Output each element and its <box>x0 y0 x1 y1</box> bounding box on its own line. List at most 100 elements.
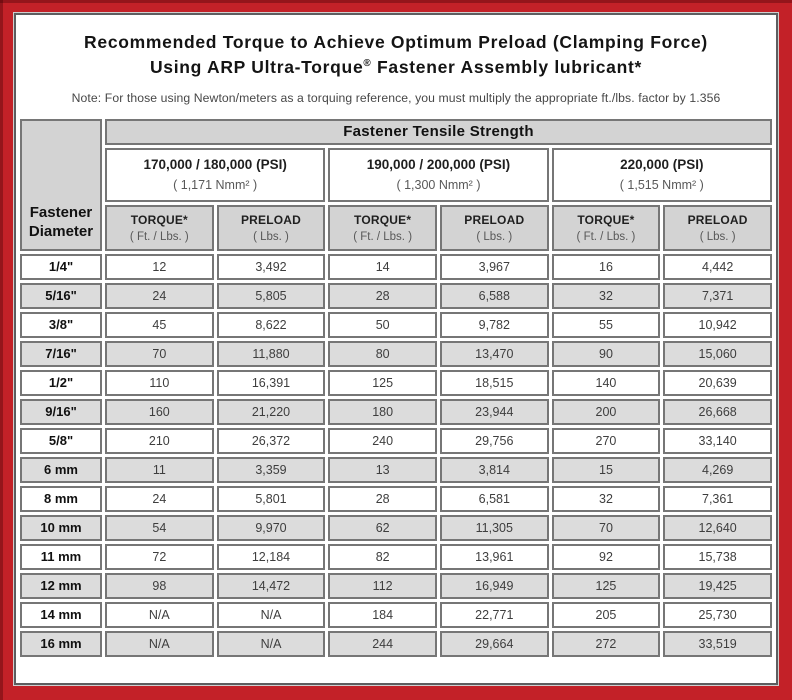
fastener-diameter-cell: 8 mm <box>20 485 102 512</box>
torque-value-cell: 205 <box>551 601 661 628</box>
preload-value-cell: 16,391 <box>216 369 326 396</box>
torque-value-cell: 72 <box>105 543 214 570</box>
torque-value-cell: 15 <box>551 456 661 483</box>
torque-value-cell: 82 <box>328 543 437 570</box>
torque-value-cell: 184 <box>328 601 437 628</box>
title-line-1: Recommended Torque to Achieve Optimum Pr… <box>84 32 708 52</box>
table-row: 6 mm 11 3,359 13 3,814 15 4,269 <box>20 456 772 483</box>
torque-value-cell: 240 <box>328 427 437 454</box>
fastener-diameter-cell: 14 mm <box>20 601 102 628</box>
psi-group-header-row: 170,000 / 180,000 (PSI) ( 1,171 Nmm² ) 1… <box>20 147 772 202</box>
conversion-note: Note: For those using Newton/meters as a… <box>71 90 721 105</box>
table-row: 10 mm 54 9,970 62 11,305 70 12,640 <box>20 514 772 541</box>
torque-value-cell: 70 <box>105 340 214 367</box>
preload-value-cell: 33,140 <box>663 427 772 454</box>
fastener-diameter-cell: 3/8" <box>20 311 102 338</box>
torque-value-cell: 80 <box>328 340 437 367</box>
preload-value-cell: 7,361 <box>663 485 772 512</box>
torque-value-cell: 200 <box>551 398 661 425</box>
preload-value-cell: 5,801 <box>216 485 326 512</box>
torque-value-cell: 11 <box>105 456 214 483</box>
torque-value-cell: 62 <box>328 514 437 541</box>
preload-value-cell: 10,942 <box>663 311 772 338</box>
fastener-diameter-cell: 1/4" <box>20 253 102 280</box>
preload-value-cell: 14,472 <box>216 572 326 599</box>
fastener-diameter-cell: 5/8" <box>20 427 102 454</box>
torque-value-cell: 32 <box>551 485 661 512</box>
torque-value-cell: 55 <box>551 311 661 338</box>
torque-value-cell: 12 <box>105 253 214 280</box>
title-line-2: Using ARP Ultra-Torque® Fastener Assembl… <box>149 57 643 78</box>
table-row: 1/4" 12 3,492 14 3,967 16 4,442 <box>20 253 772 280</box>
torque-value-cell: 112 <box>328 572 437 599</box>
fastener-diameter-cell: 16 mm <box>20 630 102 657</box>
preload-value-cell: 22,771 <box>439 601 549 628</box>
preload-value-cell: 19,425 <box>663 572 772 599</box>
preload-value-cell: 12,184 <box>216 543 326 570</box>
psi-group-220: 220,000 (PSI) ( 1,515 Nmm² ) <box>551 147 772 202</box>
table-row: 16 mm N/A N/A 244 29,664 272 33,519 <box>20 630 772 657</box>
torque-value-cell: 125 <box>551 572 661 599</box>
table-row: 7/16" 70 11,880 80 13,470 90 15,060 <box>20 340 772 367</box>
torque-value-cell: 54 <box>105 514 214 541</box>
tensile-strength-header: Fastener Tensile Strength <box>105 118 772 145</box>
preload-value-cell: 15,738 <box>663 543 772 570</box>
psi-group-190-200: 190,000 / 200,000 (PSI) ( 1,300 Nmm² ) <box>328 147 549 202</box>
torque-value-cell: 45 <box>105 311 214 338</box>
fastener-diameter-cell: 5/16" <box>20 282 102 309</box>
torque-subheader-1: TORQUE* ( Ft. / Lbs. ) <box>105 204 214 251</box>
preload-value-cell: 11,305 <box>439 514 549 541</box>
preload-value-cell: 3,492 <box>216 253 326 280</box>
preload-value-cell: 13,961 <box>439 543 549 570</box>
preload-value-cell: 4,442 <box>663 253 772 280</box>
preload-value-cell: 26,372 <box>216 427 326 454</box>
torque-preload-table: Fastener Diameter Fastener Tensile Stren… <box>17 116 775 660</box>
preload-value-cell: 12,640 <box>663 514 772 541</box>
preload-value-cell: 23,944 <box>439 398 549 425</box>
table-row: 3/8" 45 8,622 50 9,782 55 10,942 <box>20 311 772 338</box>
preload-value-cell: 3,967 <box>439 253 549 280</box>
registered-mark: ® <box>363 58 372 70</box>
preload-value-cell: 3,359 <box>216 456 326 483</box>
torque-value-cell: 98 <box>105 572 214 599</box>
table-row: 11 mm 72 12,184 82 13,961 92 15,738 <box>20 543 772 570</box>
torque-value-cell: N/A <box>105 630 214 657</box>
torque-value-cell: 140 <box>551 369 661 396</box>
torque-value-cell: 14 <box>328 253 437 280</box>
preload-value-cell: 5,805 <box>216 282 326 309</box>
torque-table-body: 1/4" 12 3,492 14 3,967 16 4,442 5/16" 24 5,805 28 6… <box>20 253 772 657</box>
table-row: 14 mm N/A N/A 184 22,771 205 25,730 <box>20 601 772 628</box>
preload-value-cell: N/A <box>216 601 326 628</box>
torque-value-cell: 160 <box>105 398 214 425</box>
preload-value-cell: 18,515 <box>439 369 549 396</box>
table-row: 12 mm 98 14,472 112 16,949 125 19,425 <box>20 572 772 599</box>
torque-value-cell: 270 <box>551 427 661 454</box>
torque-value-cell: 13 <box>328 456 437 483</box>
preload-value-cell: 21,220 <box>216 398 326 425</box>
preload-value-cell: 26,668 <box>663 398 772 425</box>
torque-value-cell: 90 <box>551 340 661 367</box>
table-row: 8 mm 24 5,801 28 6,581 32 7,361 <box>20 485 772 512</box>
preload-value-cell: 33,519 <box>663 630 772 657</box>
torque-value-cell: N/A <box>105 601 214 628</box>
torque-value-cell: 24 <box>105 282 214 309</box>
preload-subheader-2: PRELOAD ( Lbs. ) <box>439 204 549 251</box>
fastener-diameter-cell: 1/2" <box>20 369 102 396</box>
fastener-diameter-cell: 7/16" <box>20 340 102 367</box>
torque-value-cell: 180 <box>328 398 437 425</box>
table-row: 5/16" 24 5,805 28 6,588 32 7,371 <box>20 282 772 309</box>
tensile-strength-header-row: Fastener Diameter Fastener Tensile Stren… <box>20 118 772 251</box>
preload-value-cell: 13,470 <box>439 340 549 367</box>
preload-value-cell: 7,371 <box>663 282 772 309</box>
fastener-diameter-cell: 12 mm <box>20 572 102 599</box>
fastener-diameter-header: Fastener Diameter <box>20 118 102 251</box>
torque-value-cell: 125 <box>328 369 437 396</box>
preload-value-cell: 8,622 <box>216 311 326 338</box>
page-title: Recommended Torque to Achieve Optimum Pr… <box>24 30 768 81</box>
preload-value-cell: 20,639 <box>663 369 772 396</box>
preload-value-cell: 9,782 <box>439 311 549 338</box>
torque-value-cell: 110 <box>105 369 214 396</box>
preload-subheader-3: PRELOAD ( Lbs. ) <box>663 204 772 251</box>
preload-value-cell: 25,730 <box>663 601 772 628</box>
